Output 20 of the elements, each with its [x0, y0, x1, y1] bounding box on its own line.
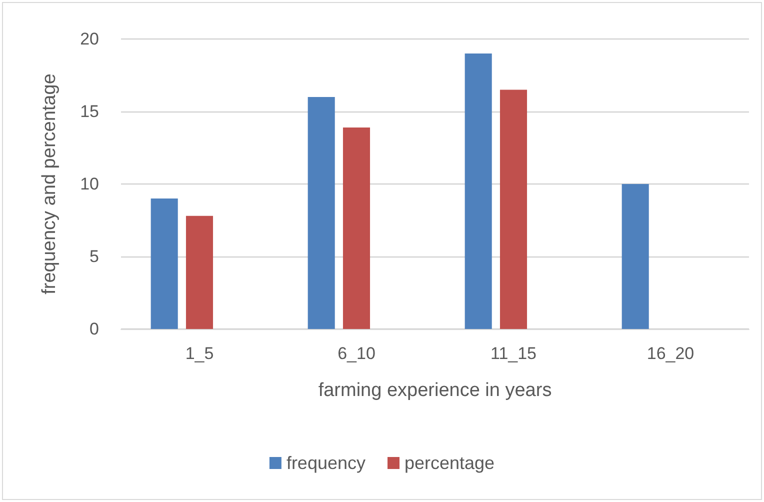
bar	[150, 198, 178, 329]
x-axis-title: farming experience in years	[318, 380, 552, 401]
bar	[342, 127, 370, 329]
x-tick-label: 11_15	[490, 344, 537, 363]
bar	[500, 90, 528, 329]
bar	[464, 54, 492, 329]
y-tick-label: 0	[90, 320, 99, 338]
x-tick-label: 6_10	[338, 344, 376, 363]
y-tick-label: 15	[80, 102, 99, 121]
bar	[186, 216, 214, 329]
y-tick-label: 20	[80, 30, 99, 48]
y-tick-label: 10	[80, 174, 99, 194]
legend-label: frequency	[286, 453, 366, 473]
bar	[622, 184, 649, 329]
y-axis-title: frequency and percentage	[39, 74, 60, 294]
x-tick-label: 16_20	[646, 344, 694, 363]
y-tick-label: 5	[90, 247, 99, 266]
x-tick-label: 1_5	[185, 344, 214, 363]
bar	[308, 97, 335, 329]
legend-label: percentage	[404, 453, 495, 473]
